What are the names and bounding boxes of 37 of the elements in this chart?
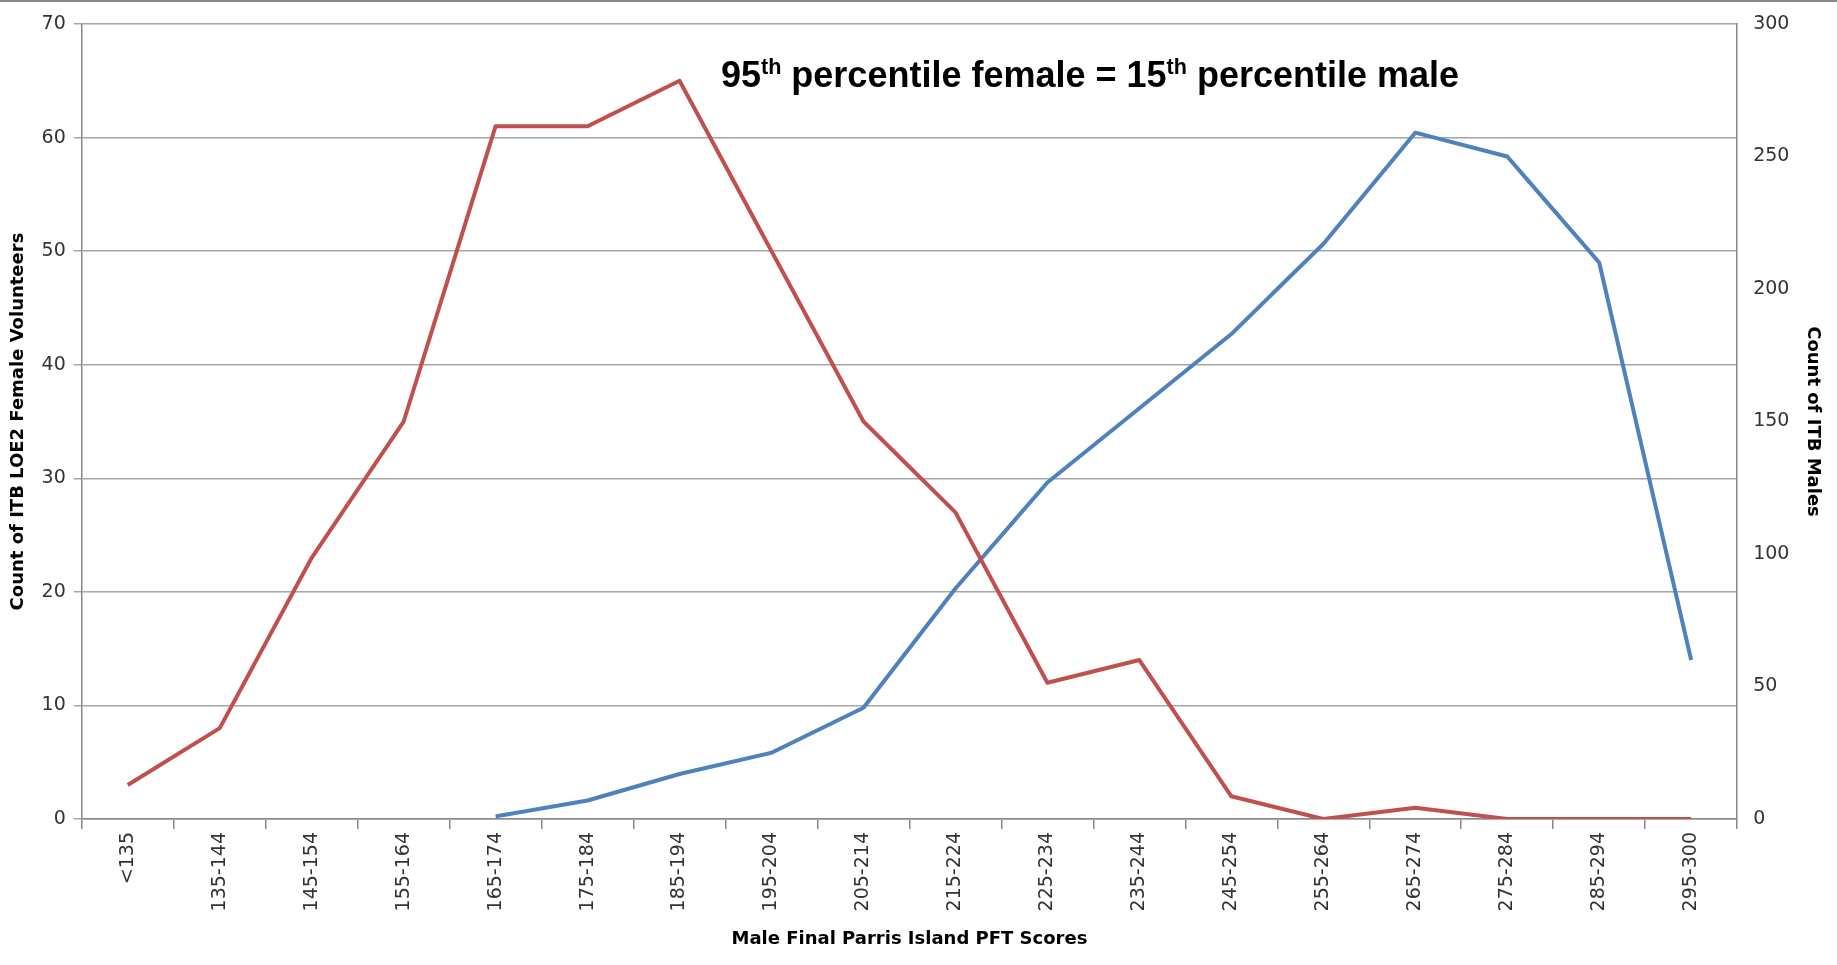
y-tick-label: 30 xyxy=(41,465,66,488)
x-tick-label: 165-174 xyxy=(482,832,505,912)
y2-tick-label: 300 xyxy=(1753,10,1790,33)
x-tick-label: 275-284 xyxy=(1494,832,1517,912)
x-axis-title: Male Final Parris Island PFT Scores xyxy=(731,926,1088,948)
y2-tick-label: 200 xyxy=(1753,275,1790,298)
y2-tick-label: 100 xyxy=(1753,540,1790,563)
y-axis-title: Count of ITB LOE2 Female Volunteers xyxy=(6,232,28,611)
x-tick-label: 185-194 xyxy=(666,832,689,912)
y2-axis-title: Count of ITB Males xyxy=(1803,326,1825,517)
y-tick-label: 20 xyxy=(41,578,66,601)
x-tick-label: 155-164 xyxy=(390,832,413,912)
x-tick-label: 145-154 xyxy=(298,832,321,912)
x-tick-label: 135-144 xyxy=(206,832,229,912)
y2-tick-label: 50 xyxy=(1753,673,1778,696)
x-tick-label: 295-300 xyxy=(1678,832,1701,912)
x-tick-label: 245-254 xyxy=(1218,832,1241,912)
x-tick-label: 285-294 xyxy=(1586,832,1609,912)
x-tick-label: 235-244 xyxy=(1126,832,1149,912)
x-tick-label: 265-274 xyxy=(1402,832,1425,912)
y2-tick-label: 0 xyxy=(1753,805,1766,828)
y-tick-label: 50 xyxy=(41,238,66,261)
annotation: 95$^{th}$ percentile female = 15$^{th}$ percentile male xyxy=(719,54,1461,96)
y-tick-label: 10 xyxy=(41,692,66,715)
y-tick-label: 60 xyxy=(41,124,66,147)
x-tick-label: 195-204 xyxy=(758,832,781,912)
y-tick-label: 40 xyxy=(41,351,66,374)
y2-tick-label: 150 xyxy=(1753,408,1790,431)
x-tick-label: 255-264 xyxy=(1310,832,1333,912)
y2-tick-label: 250 xyxy=(1753,143,1790,166)
x-tick-label: 215-224 xyxy=(942,832,965,912)
x-tick-label: 225-234 xyxy=(1034,832,1057,912)
y-tick-label: 0 xyxy=(53,805,66,828)
x-tick-label: 205-214 xyxy=(850,832,873,912)
x-tick-label: <135 xyxy=(114,832,137,885)
x-tick-label: 175-184 xyxy=(574,832,597,912)
y-tick-label: 70 xyxy=(41,10,66,33)
